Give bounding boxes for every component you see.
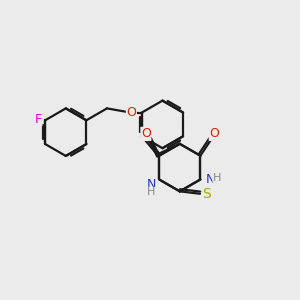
- Text: N: N: [206, 173, 215, 186]
- Text: O: O: [209, 128, 219, 140]
- Text: O: O: [126, 106, 136, 119]
- Text: O: O: [141, 128, 151, 140]
- Text: F: F: [35, 113, 42, 126]
- Text: H: H: [147, 188, 155, 197]
- Text: S: S: [202, 187, 211, 201]
- Text: N: N: [147, 178, 156, 191]
- Text: H: H: [213, 173, 221, 184]
